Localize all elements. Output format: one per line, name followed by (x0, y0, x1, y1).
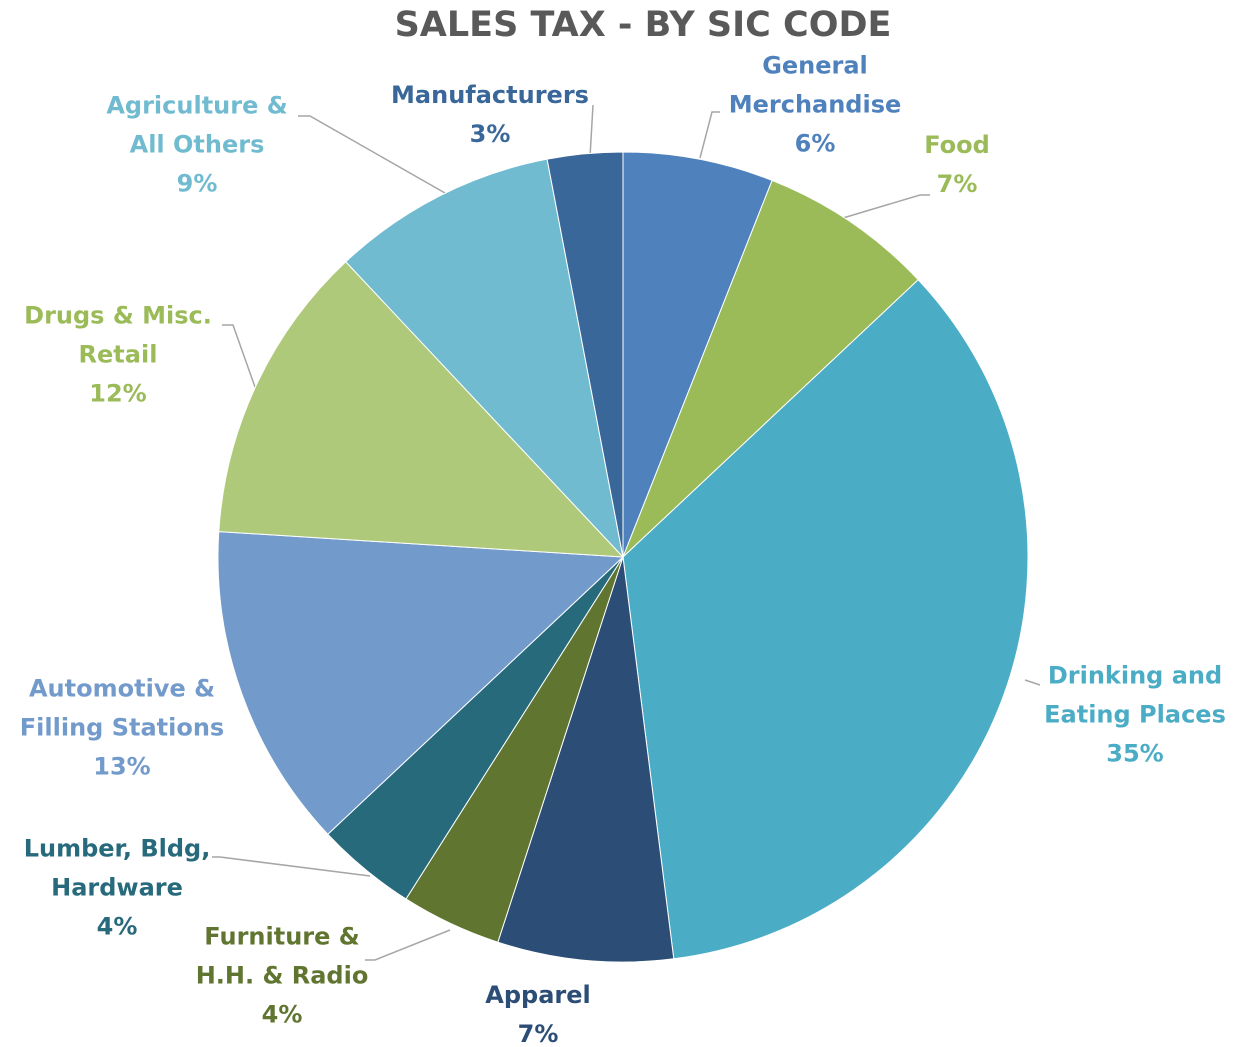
category-label: Apparel (485, 981, 591, 1009)
chart-title: SALES TAX - BY SIC CODE (394, 5, 892, 45)
value-label: 7% (936, 170, 978, 198)
data-label: Agriculture & All Others 9% (97, 87, 297, 204)
data-label: Automotive & Filling Stations 13% (12, 670, 232, 787)
category-label: Manufacturers (391, 81, 589, 109)
category-label: General Merchandise (728, 51, 902, 119)
value-label: 12% (89, 379, 147, 408)
value-label: 4% (96, 912, 138, 941)
data-label: Food 7% (897, 126, 1017, 204)
value-label: 4% (261, 1000, 303, 1029)
data-label: Drugs & Misc. Retail 12% (8, 297, 228, 414)
data-label: Drinking and Eating Places 35% (1035, 657, 1235, 774)
pie-slice (345, 158, 624, 559)
pie-slice (622, 179, 919, 558)
value-label: 3% (469, 120, 511, 148)
value-label: 6% (794, 129, 836, 158)
category-label: Furniture & H.H. & Radio (195, 922, 369, 990)
category-label: Lumber, Bldg, Hardware (23, 834, 211, 902)
value-label: 7% (517, 1020, 559, 1047)
data-label: Lumber, Bldg, Hardware 4% (17, 830, 217, 947)
pie-slice (497, 556, 675, 963)
data-label: General Merchandise 6% (715, 47, 915, 164)
category-label: Automotive & Filling Stations (19, 674, 225, 742)
category-label: Food (924, 131, 990, 159)
data-label: Manufacturers 3% (380, 76, 600, 154)
pie-slice (622, 279, 1029, 960)
value-label: 13% (93, 752, 151, 781)
pie-slice (622, 151, 773, 558)
pie-slice (546, 151, 624, 558)
data-label: Apparel 7% (468, 976, 608, 1047)
pie-slice (218, 261, 625, 558)
leader-lines (212, 104, 1041, 961)
pie-slice (217, 531, 625, 835)
category-label: Agriculture & All Others (106, 91, 288, 159)
data-label: Furniture & H.H. & Radio 4% (182, 918, 382, 1035)
category-label: Drinking and Eating Places (1044, 661, 1226, 729)
category-label: Drugs & Misc. Retail (24, 301, 212, 369)
value-label: 35% (1106, 739, 1164, 768)
value-label: 9% (176, 169, 218, 198)
